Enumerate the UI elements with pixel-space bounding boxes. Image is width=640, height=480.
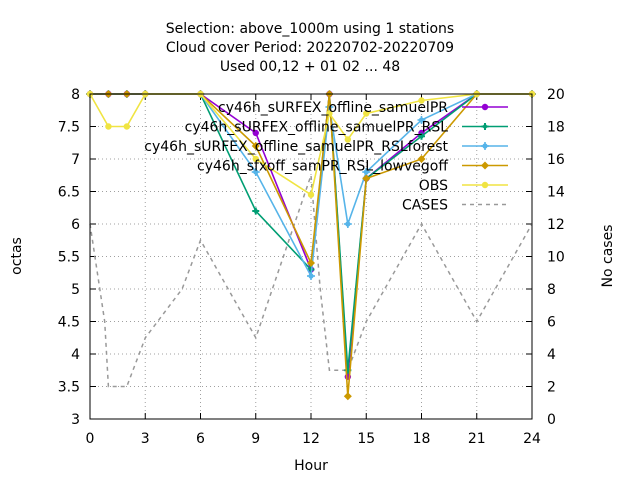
- y2-tick-label: 14: [547, 185, 565, 201]
- x-axis-label: Hour: [294, 458, 328, 474]
- y-tick-label: 5.5: [58, 250, 80, 266]
- y2-tick-label: 12: [547, 217, 565, 233]
- y2-tick-label: 6: [547, 315, 556, 331]
- data-point: [343, 220, 352, 228]
- data-point: [123, 123, 131, 130]
- data-point: [326, 110, 333, 117]
- legend-label: cy46h_sURFEX_offline_samuelPR: [218, 100, 448, 116]
- data-point: [307, 259, 315, 267]
- data-point: [307, 272, 315, 280]
- legend-label: cy46h_sfxoff_samPR_RSL_lowvegoff: [197, 159, 448, 175]
- data-point-c: [308, 273, 314, 279]
- y2-tick-label: 4: [547, 347, 556, 363]
- data-point-c: [345, 221, 351, 227]
- x-tick-label: 12: [302, 431, 320, 447]
- data-point-c: [418, 117, 425, 123]
- legend-marker: [481, 181, 489, 189]
- x-tick-label: 9: [251, 431, 260, 447]
- data-point: [307, 191, 315, 198]
- legend-label: CASES: [402, 198, 448, 214]
- y2-axis-label: No cases: [600, 225, 616, 288]
- data-point: [418, 97, 425, 104]
- y-tick-label: 3.5: [58, 380, 80, 396]
- legend-marker-c: [482, 124, 488, 129]
- x-tick-label: 6: [196, 431, 205, 447]
- y-tick-label: 4: [71, 347, 80, 363]
- series-layer: [86, 90, 536, 401]
- x-tick-label: 3: [141, 431, 150, 447]
- data-point: [251, 142, 260, 150]
- y-tick-label: 7.5: [58, 120, 80, 136]
- title-line-2: Cloud cover Period: 20220702-20220709: [166, 40, 454, 56]
- legend-label: cy46h_sURFEX_offline_samuelPR_RSL: [185, 120, 449, 136]
- plot-border: [89, 93, 533, 420]
- y2-tick-label: 16: [547, 152, 565, 168]
- data-point: [252, 129, 259, 137]
- data-point-c: [363, 169, 369, 175]
- title-line-1: Selection: above_1000m using 1 stations: [166, 21, 454, 37]
- data-point: [252, 207, 260, 215]
- legend: cy46h_sURFEX_offline_samuelPR cy46h_sURFE…: [144, 100, 508, 214]
- chart-title: Selection: above_1000m using 1 stations …: [166, 21, 454, 75]
- data-point: [362, 174, 371, 183]
- y-tick-label: 8: [71, 87, 80, 103]
- legend-label: OBS: [419, 178, 448, 194]
- legend-marker: [481, 161, 489, 170]
- x-tick-label: 15: [357, 431, 375, 447]
- data-point: [105, 123, 112, 130]
- legend-marker: [481, 103, 489, 111]
- y2-tick-label: 2: [547, 380, 556, 396]
- data-point: [251, 168, 260, 176]
- data-point: [418, 132, 425, 140]
- data-point: [343, 392, 352, 401]
- series-line: [89, 175, 533, 388]
- series-5: [89, 175, 533, 388]
- data-point: [344, 136, 352, 143]
- legend-marker: [481, 123, 489, 130]
- y2-tick-label: 8: [547, 282, 556, 298]
- data-point: [417, 155, 426, 163]
- y2-tick-label: 20: [547, 87, 565, 103]
- y2-tick-label: 18: [547, 120, 565, 136]
- legend-label: cy46h_sURFEX_offline_samuelPR_RSLforest: [144, 139, 448, 155]
- legend-marker: [481, 142, 489, 150]
- data-point: [252, 155, 259, 163]
- title-line-3: Used 00,12 + 01 02 ... 48: [220, 59, 400, 75]
- x-tick-label: 21: [468, 431, 486, 447]
- y-axis-label: octas: [9, 237, 25, 275]
- y2-tick-label: 10: [547, 250, 565, 266]
- y-tick-label: 4.5: [58, 315, 80, 331]
- y-tick-label: 5: [71, 282, 80, 298]
- axis-ticks: 0 3 6 9 12 15 18 21 2433.544.555.566.577.5802468…: [58, 87, 565, 447]
- data-point: [417, 116, 426, 124]
- data-point-c: [419, 134, 424, 139]
- x-tick-label: 18: [413, 431, 431, 447]
- data-point-c: [253, 169, 259, 175]
- y-tick-label: 6.5: [58, 185, 80, 201]
- data-point-c: [253, 208, 258, 214]
- y-tick-label: 7: [71, 152, 80, 168]
- y-tick-label: 3: [71, 412, 80, 428]
- data-point: [363, 110, 370, 117]
- x-tick-label: 24: [523, 431, 541, 447]
- y-tick-label: 6: [71, 217, 80, 233]
- y2-tick-label: 0: [547, 412, 556, 428]
- x-tick-label: 0: [86, 431, 95, 447]
- legend-marker-c: [482, 143, 488, 149]
